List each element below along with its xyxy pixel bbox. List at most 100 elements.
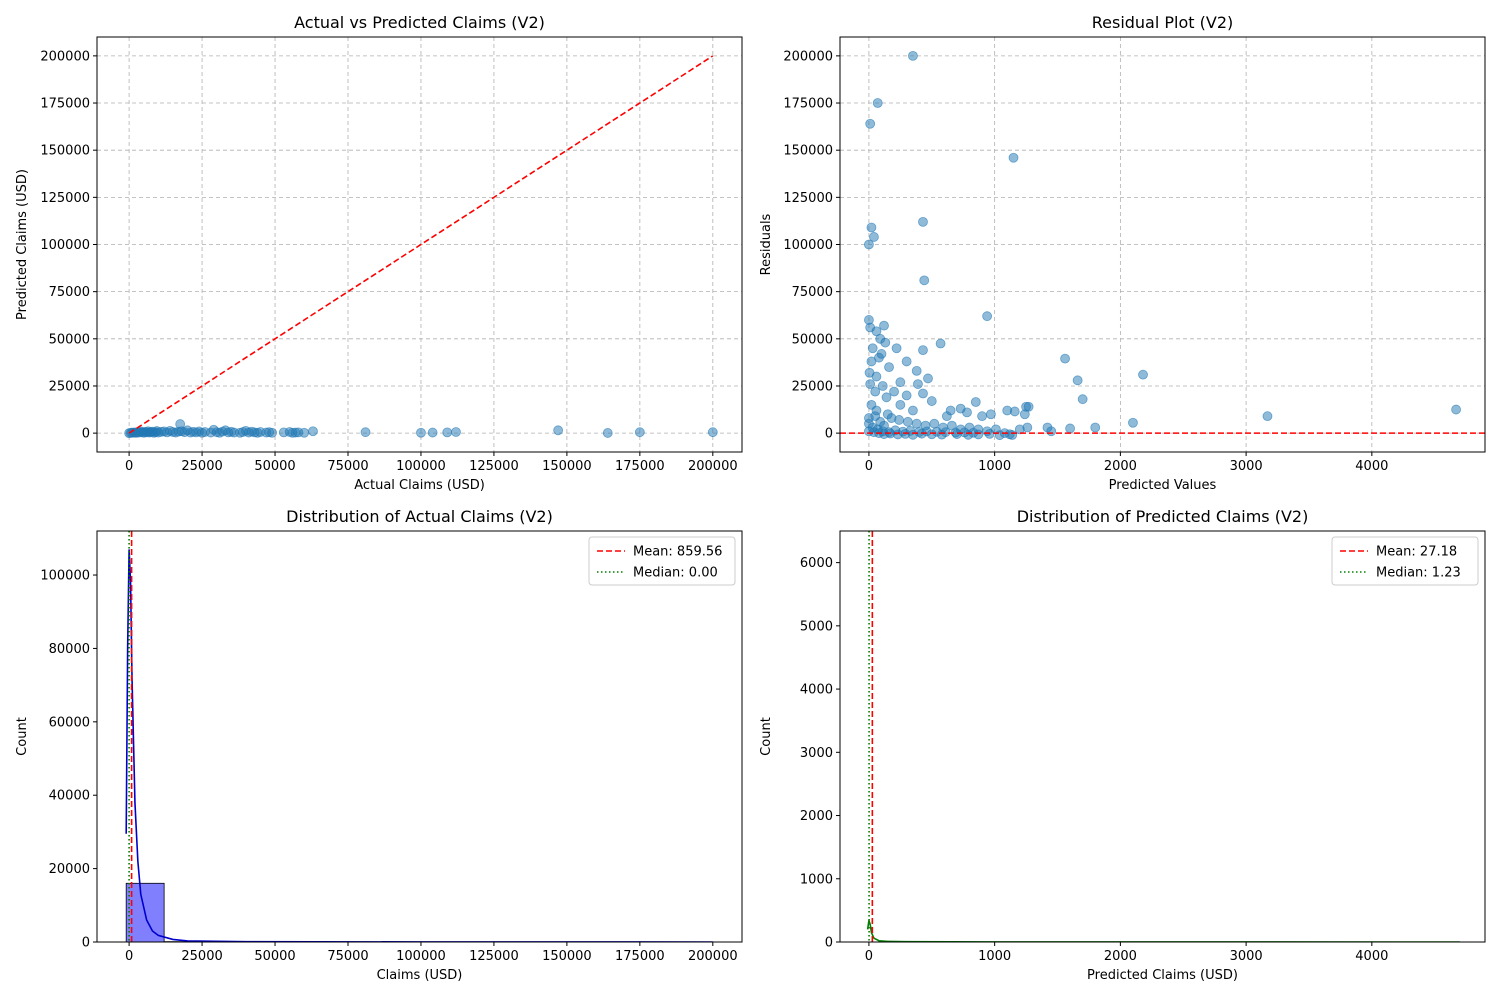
plot-area <box>124 55 718 439</box>
chart-title: Actual vs Predicted Claims (V2) <box>294 13 545 32</box>
y-axis-label: Count <box>15 717 30 756</box>
plot-area <box>125 531 717 942</box>
reference-line <box>128 55 714 434</box>
legend: Mean: 27.18 Median: 1.23 <box>1331 536 1479 586</box>
data-point <box>870 386 881 397</box>
data-point <box>908 405 918 416</box>
y-tick-label: 25000 <box>49 379 90 394</box>
y-tick-label: 3000 <box>800 746 833 761</box>
data-point <box>985 409 996 420</box>
x-tick-label: 0 <box>865 459 873 474</box>
data-point <box>1262 411 1273 422</box>
x-axis-label: Claims (USD) <box>377 968 463 983</box>
y-tick-label: 175000 <box>40 97 90 112</box>
data-point <box>911 365 922 376</box>
data-point <box>952 429 962 439</box>
y-tick-label: 5000 <box>800 619 833 634</box>
data-point <box>877 381 888 391</box>
data-point <box>895 399 906 410</box>
x-tick-label: 1000 <box>978 949 1011 964</box>
data-point <box>1060 353 1070 364</box>
data-point <box>871 371 882 382</box>
x-tick-label: 50000 <box>254 949 295 964</box>
data-point <box>634 427 645 438</box>
data-point <box>926 396 937 406</box>
data-point <box>360 427 371 438</box>
data-point <box>267 427 278 438</box>
data-point <box>1138 369 1148 380</box>
chart-hist-actual: 0 25000 50000 75000 100000 125000 150000 175000… <box>15 507 743 983</box>
legend-label: Mean: 859.56 <box>633 545 722 560</box>
x-tick-label: 200000 <box>688 459 738 474</box>
data-point <box>901 356 912 367</box>
x-tick-label: 175000 <box>615 459 665 474</box>
data-point <box>918 388 928 399</box>
y-tick-label: 100000 <box>783 238 833 253</box>
y-axis-label: Residuals <box>759 213 774 275</box>
chart-hist-predicted: 0 1000 2000 3000 4000 0 1000 2000 3000 4000 5000 60… <box>759 507 1486 983</box>
data-point <box>970 397 981 407</box>
data-point <box>982 311 993 322</box>
data-point <box>427 427 438 438</box>
y-axis-label: Count <box>759 717 774 756</box>
y-tick-label: 50000 <box>49 332 90 347</box>
x-tick-label: 25000 <box>181 459 222 474</box>
plot-area <box>866 531 1460 942</box>
y-tick-label: 2000 <box>800 809 833 824</box>
data-point <box>416 427 426 438</box>
data-point <box>865 379 876 389</box>
y-tick-label: 0 <box>825 936 833 951</box>
data-point <box>894 415 904 425</box>
y-tick-label: 4000 <box>800 683 833 698</box>
data-point <box>553 425 564 436</box>
data-point <box>936 429 947 440</box>
x-axis-label: Predicted Values <box>1109 478 1217 493</box>
y-tick-label: 150000 <box>783 144 833 159</box>
legend-label: Mean: 27.18 <box>1376 545 1457 560</box>
data-point <box>864 239 874 250</box>
x-axis-label: Predicted Claims (USD) <box>1087 968 1238 983</box>
chart-title: Residual Plot (V2) <box>1092 13 1234 32</box>
data-point <box>1008 152 1019 163</box>
y-tick-label: 25000 <box>792 379 833 394</box>
plot-area <box>840 50 1485 441</box>
y-tick-label: 40000 <box>49 789 90 804</box>
data-point <box>299 427 310 438</box>
x-tick-label: 75000 <box>327 949 368 964</box>
y-tick-label: 80000 <box>49 642 90 657</box>
data-point <box>918 345 928 356</box>
chart-residual: 0 1000 2000 3000 4000 0 25000 50000 75000 100000 1… <box>759 13 1486 493</box>
data-point <box>908 50 918 61</box>
legend-box <box>1331 536 1479 586</box>
legend-label: Median: 1.23 <box>1376 566 1461 581</box>
x-tick-label: 125000 <box>469 949 519 964</box>
data-point <box>1065 423 1075 434</box>
y-tick-label: 200000 <box>40 49 90 64</box>
chart-title: Distribution of Actual Claims (V2) <box>286 507 553 526</box>
data-point <box>707 427 718 438</box>
chart-scatter: 0 25000 50000 75000 100000 125000 150000 175000… <box>15 13 743 493</box>
x-tick-label: 2000 <box>1104 459 1137 474</box>
data-point <box>941 411 952 422</box>
y-tick-label: 6000 <box>800 556 833 571</box>
y-tick-label: 125000 <box>40 191 90 206</box>
data-point <box>935 338 946 349</box>
data-point <box>442 427 453 438</box>
x-tick-label: 0 <box>125 459 133 474</box>
x-tick-label: 4000 <box>1355 459 1388 474</box>
plot-frame <box>839 530 1486 943</box>
plot-frame <box>96 530 743 943</box>
data-point <box>908 429 918 440</box>
data-point <box>973 429 984 440</box>
data-point <box>929 418 940 429</box>
data-point <box>869 232 879 242</box>
data-point <box>895 377 906 388</box>
data-point <box>872 98 883 108</box>
y-tick-label: 200000 <box>783 49 833 64</box>
x-tick-label: 25000 <box>181 949 222 964</box>
x-tick-label: 75000 <box>327 459 368 474</box>
data-point <box>884 362 894 373</box>
legend-label: Median: 0.00 <box>633 566 718 581</box>
data-point <box>1009 406 1020 417</box>
data-point <box>865 118 876 129</box>
